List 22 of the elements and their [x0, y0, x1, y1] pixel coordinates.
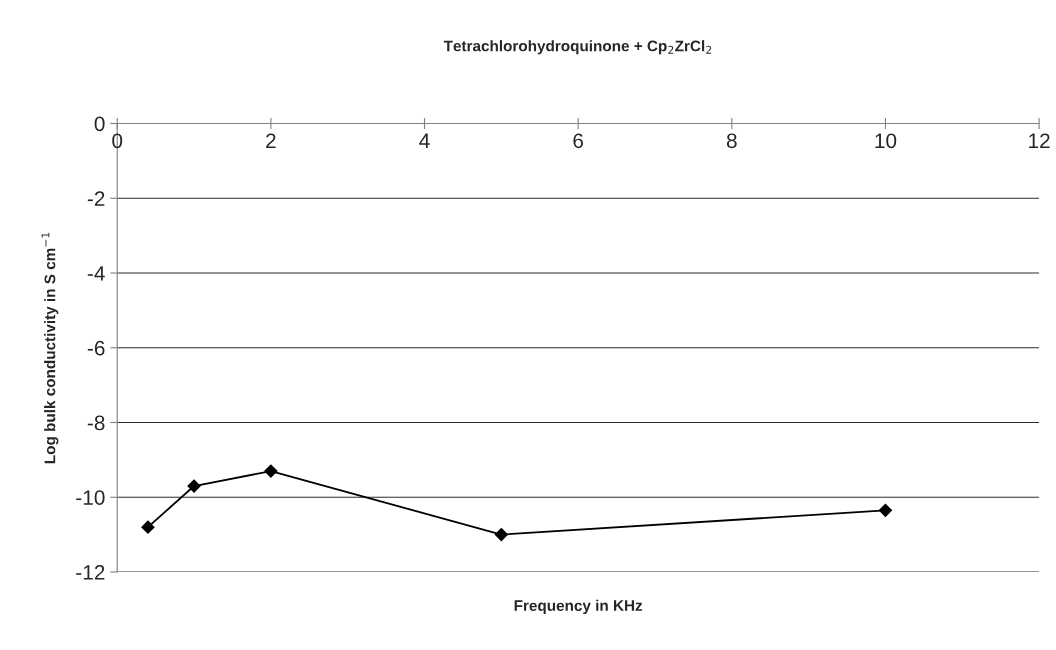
x-tick-label: 8 — [726, 133, 737, 149]
point — [187, 479, 201, 493]
y-tick-label: -4 — [87, 266, 105, 281]
y-tick-label: -10 — [76, 490, 105, 505]
y-tick-label: -2 — [87, 191, 105, 206]
x-tick-label: 10 — [875, 133, 897, 149]
point — [878, 503, 893, 517]
y-tick-label: -8 — [87, 415, 105, 431]
y-tick-label: 0 — [94, 116, 105, 132]
y-axis-title: Log bulk conductivity in S cm$^{−1}$ — [41, 232, 59, 464]
x-tick-label: 4 — [419, 133, 430, 148]
y-tick-label: -12 — [76, 565, 105, 580]
point — [141, 520, 155, 534]
x-tick-label: 6 — [573, 133, 584, 149]
x-tick-label: 2 — [266, 133, 276, 148]
x-tick-label: 12 — [1029, 133, 1050, 148]
point — [264, 464, 278, 478]
x-axis-title: Frequency in KHz — [514, 599, 643, 615]
y-tick-label: -6 — [87, 340, 105, 356]
x-tick-label: 0 — [112, 133, 123, 149]
point — [494, 528, 508, 542]
chart-title: Tetrachlorohydroquinone + Cp$_{2}$ZrCl$_{2}$ — [443, 40, 712, 55]
